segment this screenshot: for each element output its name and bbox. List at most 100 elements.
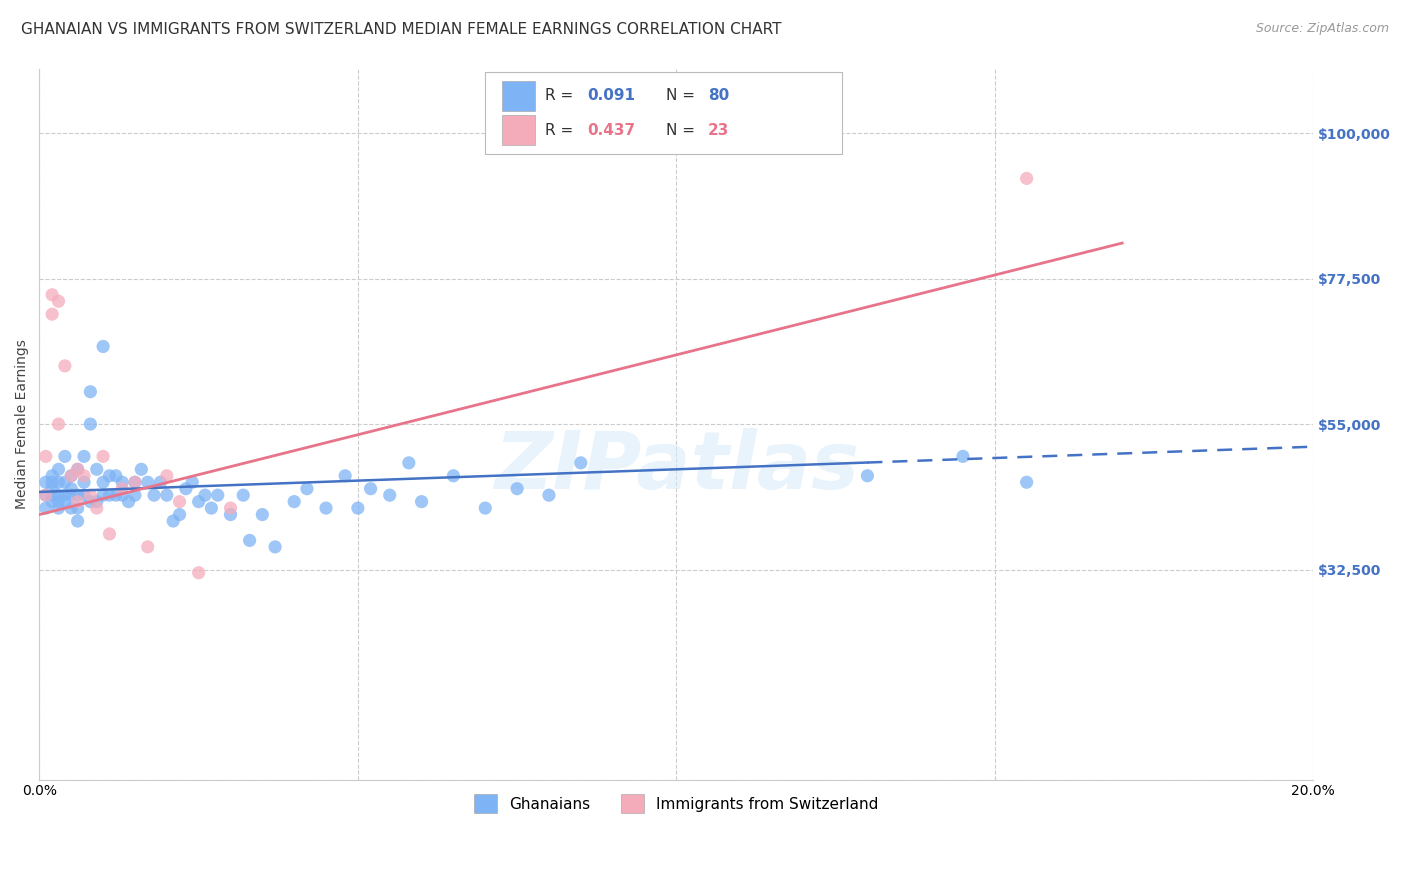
- Point: [35, 488, 58, 502]
- Point: [360, 482, 382, 496]
- Point: [60, 468, 83, 483]
- Point: [86, 462, 108, 476]
- Point: [187, 566, 209, 580]
- Point: [252, 508, 274, 522]
- Point: [219, 501, 242, 516]
- Legend: Ghanaians, Immigrants from Switzerland: Ghanaians, Immigrants from Switzerland: [463, 782, 891, 825]
- Point: [569, 456, 592, 470]
- Point: [41, 475, 63, 490]
- Text: 80: 80: [709, 88, 730, 103]
- Text: GHANAIAN VS IMMIGRANTS FROM SWITZERLAND MEDIAN FEMALE EARNINGS CORRELATION CHART: GHANAIAN VS IMMIGRANTS FROM SWITZERLAND …: [21, 22, 782, 37]
- Point: [73, 475, 96, 490]
- Text: N =: N =: [666, 122, 700, 137]
- Point: [91, 475, 114, 490]
- Point: [86, 501, 108, 516]
- Point: [35, 501, 58, 516]
- Text: Source: ZipAtlas.com: Source: ZipAtlas.com: [1256, 22, 1389, 36]
- Point: [506, 482, 529, 496]
- Point: [73, 450, 96, 464]
- Point: [117, 494, 139, 508]
- Point: [48, 488, 70, 502]
- Point: [66, 462, 89, 476]
- Point: [1015, 475, 1038, 490]
- Point: [219, 508, 242, 522]
- Point: [91, 339, 114, 353]
- Point: [104, 488, 127, 502]
- Point: [41, 488, 63, 502]
- Point: [60, 482, 83, 496]
- Point: [35, 475, 58, 490]
- Point: [53, 450, 76, 464]
- Point: [79, 488, 101, 502]
- Point: [136, 475, 159, 490]
- Point: [264, 540, 287, 554]
- Point: [124, 475, 146, 490]
- Point: [537, 488, 560, 502]
- Point: [441, 468, 464, 483]
- Point: [111, 475, 134, 490]
- Text: ZIPatlas: ZIPatlas: [494, 428, 859, 506]
- Point: [48, 494, 70, 508]
- Point: [187, 494, 209, 508]
- Point: [86, 494, 108, 508]
- Text: 0.091: 0.091: [588, 88, 636, 103]
- Point: [104, 468, 127, 483]
- Point: [41, 494, 63, 508]
- Point: [156, 488, 179, 502]
- Point: [41, 287, 63, 301]
- Point: [111, 482, 134, 496]
- FancyBboxPatch shape: [502, 81, 534, 111]
- Point: [283, 494, 305, 508]
- Point: [194, 488, 217, 502]
- Point: [952, 450, 974, 464]
- Point: [149, 475, 172, 490]
- Point: [48, 294, 70, 309]
- Point: [66, 514, 89, 528]
- Point: [156, 468, 179, 483]
- Point: [98, 488, 121, 502]
- Text: 23: 23: [709, 122, 730, 137]
- Point: [60, 468, 83, 483]
- Point: [48, 462, 70, 476]
- Point: [66, 462, 89, 476]
- Point: [79, 384, 101, 399]
- Point: [48, 501, 70, 516]
- Point: [411, 494, 433, 508]
- Y-axis label: Median Female Earnings: Median Female Earnings: [15, 339, 30, 509]
- Point: [131, 462, 153, 476]
- Point: [53, 488, 76, 502]
- Point: [41, 482, 63, 496]
- Point: [48, 417, 70, 431]
- Point: [98, 527, 121, 541]
- Point: [315, 501, 337, 516]
- Point: [53, 359, 76, 373]
- Text: N =: N =: [666, 88, 700, 103]
- Point: [66, 488, 89, 502]
- Text: 0.437: 0.437: [588, 122, 636, 137]
- FancyBboxPatch shape: [502, 115, 534, 145]
- Point: [91, 450, 114, 464]
- Point: [79, 417, 101, 431]
- Point: [60, 501, 83, 516]
- Point: [181, 475, 204, 490]
- Point: [60, 488, 83, 502]
- Point: [91, 488, 114, 502]
- FancyBboxPatch shape: [485, 72, 842, 153]
- Point: [136, 540, 159, 554]
- Point: [143, 488, 166, 502]
- Point: [73, 488, 96, 502]
- Point: [53, 494, 76, 508]
- Point: [856, 468, 879, 483]
- Point: [333, 468, 356, 483]
- Point: [124, 488, 146, 502]
- Point: [1015, 171, 1038, 186]
- Point: [200, 501, 222, 516]
- Point: [174, 482, 197, 496]
- Point: [398, 456, 420, 470]
- Point: [66, 501, 89, 516]
- Point: [239, 533, 262, 548]
- Point: [98, 468, 121, 483]
- Point: [53, 475, 76, 490]
- Point: [169, 508, 191, 522]
- Point: [124, 475, 146, 490]
